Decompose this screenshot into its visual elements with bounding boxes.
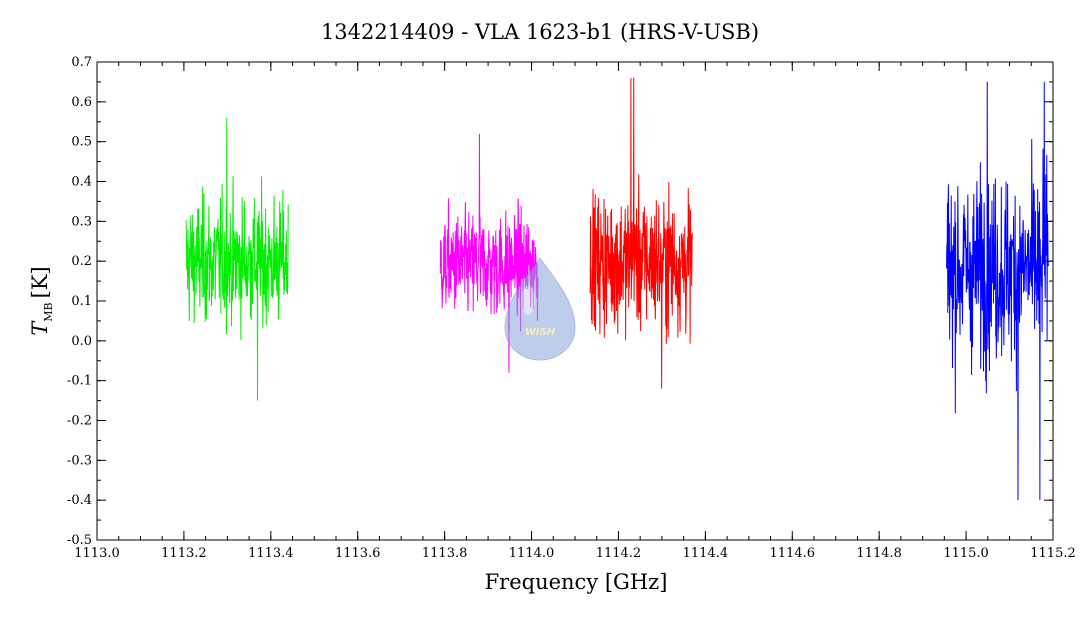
x-axis-ticks: 1113.0 1113.2 1113.4 1113.6 1113.8 1114.0 1114… xyxy=(74,62,1076,561)
spectrum-series-3 xyxy=(589,77,693,389)
spectrum-series-1 xyxy=(185,117,289,401)
x-tick-label: 1114.0 xyxy=(509,546,555,561)
y-tick-label: 0.1 xyxy=(71,294,92,309)
x-tick-label: 1113.2 xyxy=(161,546,207,561)
y-tick-label: -0.3 xyxy=(67,453,92,468)
x-tick-label: 1113.4 xyxy=(248,546,294,561)
y-axis-label-sub: MB xyxy=(42,302,55,321)
y-tick-label: 0.6 xyxy=(71,95,92,110)
spectrum-series-4 xyxy=(946,81,1050,501)
y-tick-label: 0.2 xyxy=(71,254,92,269)
x-tick-label: 1114.8 xyxy=(856,546,902,561)
y-axis-label: TMB [K] xyxy=(28,266,55,335)
x-tick-label: 1114.4 xyxy=(683,546,729,561)
series-layer xyxy=(185,77,1050,501)
x-tick-label: 1114.2 xyxy=(596,546,642,561)
y-tick-label: -0.1 xyxy=(67,374,92,389)
x-tick-label: 1113.6 xyxy=(335,546,381,561)
y-tick-label: -0.2 xyxy=(67,414,92,429)
x-tick-label: 1113.0 xyxy=(74,546,120,561)
y-tick-label: 0.3 xyxy=(71,214,92,229)
y-axis-label-main: T xyxy=(28,320,52,336)
x-tick-label: 1115.0 xyxy=(943,546,989,561)
spectrum-series-2 xyxy=(439,133,539,373)
y-tick-label: 0.5 xyxy=(71,135,92,150)
y-axis-label-unit: [K] xyxy=(28,266,52,298)
y-tick-label: 0.7 xyxy=(71,55,92,70)
y-tick-label: 0.0 xyxy=(71,334,92,349)
x-tick-label: 1114.6 xyxy=(770,546,816,561)
y-tick-label: -0.4 xyxy=(67,493,92,508)
wish-watermark: WISH xyxy=(504,257,576,361)
chart-title: 1342214409 - VLA 1623-b1 (HRS-V-USB) xyxy=(321,20,759,44)
watermark-text: WISH xyxy=(525,327,556,338)
svg-text:TMB[K]: TMB [K] xyxy=(28,266,55,335)
y-axis-ticks: -0.5 -0.4 -0.3 -0.2 -0.1 0.0 0.1 0.2 0.3 0.4 0.5 0.… xyxy=(67,55,1053,548)
x-axis-label: Frequency [GHz] xyxy=(485,570,668,594)
x-tick-label: 1115.2 xyxy=(1030,546,1076,561)
y-tick-label: 0.4 xyxy=(71,175,92,190)
x-tick-label: 1113.8 xyxy=(422,546,468,561)
y-tick-label: -0.5 xyxy=(67,533,92,548)
